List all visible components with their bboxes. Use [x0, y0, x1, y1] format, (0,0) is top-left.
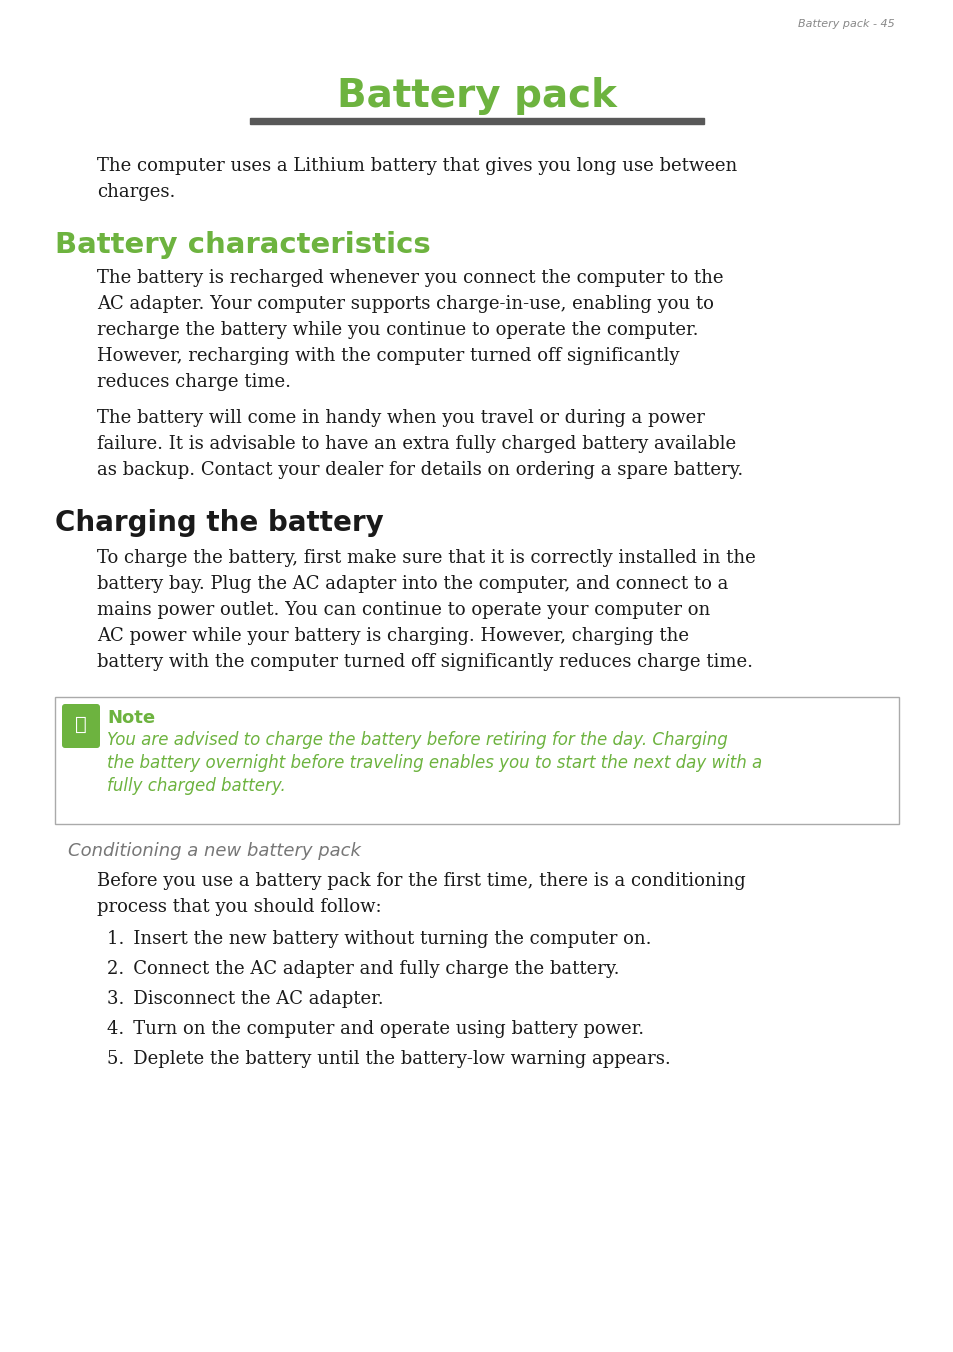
Text: Conditioning a new battery pack: Conditioning a new battery pack	[68, 842, 360, 860]
Text: the battery overnight before traveling enables you to start the next day with a: the battery overnight before traveling e…	[107, 754, 761, 772]
Text: process that you should follow:: process that you should follow:	[97, 898, 381, 917]
Text: battery with the computer turned off significantly reduces charge time.: battery with the computer turned off sig…	[97, 653, 752, 671]
Text: 5. Deplete the battery until the battery-low warning appears.: 5. Deplete the battery until the battery…	[107, 1051, 670, 1068]
FancyBboxPatch shape	[62, 704, 100, 748]
Text: 4. Turn on the computer and operate using battery power.: 4. Turn on the computer and operate usin…	[107, 1019, 643, 1038]
Text: charges.: charges.	[97, 183, 175, 201]
Text: 1. Insert the new battery without turning the computer on.: 1. Insert the new battery without turnin…	[107, 930, 651, 948]
Text: recharge the battery while you continue to operate the computer.: recharge the battery while you continue …	[97, 320, 698, 339]
Text: 2. Connect the AC adapter and fully charge the battery.: 2. Connect the AC adapter and fully char…	[107, 960, 618, 977]
Text: The battery will come in handy when you travel or during a power: The battery will come in handy when you …	[97, 410, 704, 427]
Text: Battery pack: Battery pack	[336, 77, 617, 115]
Text: 🖇: 🖇	[75, 714, 87, 734]
Text: AC adapter. Your computer supports charge-in-use, enabling you to: AC adapter. Your computer supports charg…	[97, 295, 713, 314]
Text: reduces charge time.: reduces charge time.	[97, 373, 291, 391]
Text: The computer uses a Lithium battery that gives you long use between: The computer uses a Lithium battery that…	[97, 157, 737, 174]
Bar	[250, 118, 703, 124]
Text: However, recharging with the computer turned off significantly: However, recharging with the computer tu…	[97, 347, 679, 365]
Text: battery bay. Plug the AC adapter into the computer, and connect to a: battery bay. Plug the AC adapter into th…	[97, 575, 727, 594]
Text: Battery characteristics: Battery characteristics	[55, 231, 431, 260]
Text: Before you use a battery pack for the first time, there is a conditioning: Before you use a battery pack for the fi…	[97, 872, 745, 890]
FancyBboxPatch shape	[55, 698, 898, 823]
Text: failure. It is advisable to have an extra fully charged battery available: failure. It is advisable to have an extr…	[97, 435, 736, 453]
Text: You are advised to charge the battery before retiring for the day. Charging: You are advised to charge the battery be…	[107, 731, 727, 749]
Text: Battery pack - 45: Battery pack - 45	[798, 19, 894, 28]
Text: AC power while your battery is charging. However, charging the: AC power while your battery is charging.…	[97, 627, 688, 645]
Text: as backup. Contact your dealer for details on ordering a spare battery.: as backup. Contact your dealer for detai…	[97, 461, 742, 479]
Text: mains power outlet. You can continue to operate your computer on: mains power outlet. You can continue to …	[97, 602, 709, 619]
Text: Charging the battery: Charging the battery	[55, 508, 383, 537]
Text: Note: Note	[107, 708, 155, 727]
Text: fully charged battery.: fully charged battery.	[107, 777, 286, 795]
Text: To charge the battery, first make sure that it is correctly installed in the: To charge the battery, first make sure t…	[97, 549, 755, 566]
Text: 3. Disconnect the AC adapter.: 3. Disconnect the AC adapter.	[107, 990, 383, 1009]
Text: The battery is recharged whenever you connect the computer to the: The battery is recharged whenever you co…	[97, 269, 722, 287]
